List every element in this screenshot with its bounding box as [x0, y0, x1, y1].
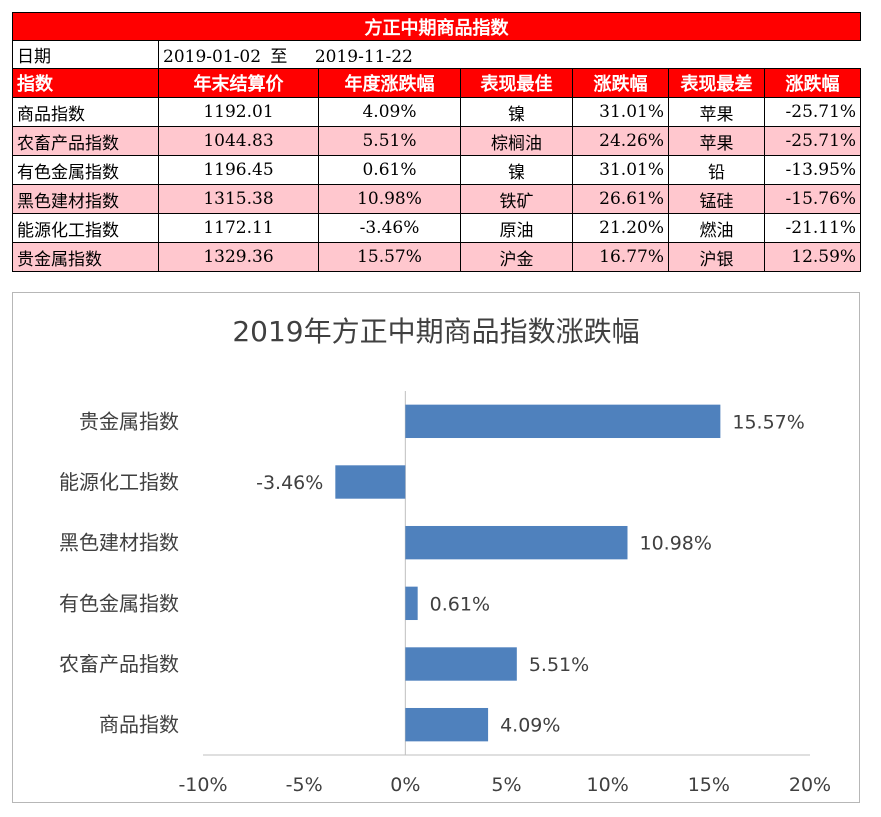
- cell-index-name: 农畜产品指数: [12, 126, 159, 156]
- cell-settle-price: 1044.83: [158, 126, 319, 156]
- table-row: 贵金属指数 1329.36 15.57% 沪金 16.77% 沪银 12.59%: [12, 242, 862, 272]
- cell-annual-change: -3.46%: [318, 213, 461, 243]
- cell-index-name: 商品指数: [12, 97, 159, 127]
- cell-worst-change: 12.59%: [763, 242, 862, 272]
- table-row: 商品指数 1192.01 4.09% 镍 31.01% 苹果 -25.71%: [12, 97, 862, 127]
- category-label: 能源化工指数: [59, 470, 179, 494]
- table-row: 黑色建材指数 1315.38 10.98% 铁矿 26.61% 锰硅 -15.7…: [12, 184, 862, 214]
- category-label: 农畜产品指数: [59, 652, 179, 676]
- cell-settle-price: 1315.38: [158, 184, 319, 214]
- cell-settle-price: 1192.01: [158, 97, 319, 127]
- cell-index-name: 能源化工指数: [12, 213, 159, 243]
- table-row: 能源化工指数 1172.11 -3.46% 原油 21.20% 燃油 -21.1…: [12, 213, 862, 243]
- date-range: 2019-01-02 至 2019-11-22: [158, 40, 861, 69]
- cell-worst: 苹果: [668, 126, 765, 156]
- x-tick-label: 0%: [390, 774, 420, 796]
- cell-index-name: 黑色建材指数: [12, 184, 159, 214]
- data-label: -3.46%: [256, 472, 323, 494]
- category-label: 贵金属指数: [79, 409, 179, 433]
- cell-worst-change: -25.71%: [763, 126, 862, 156]
- header-best-change: 涨跌幅: [572, 68, 669, 98]
- cell-best-change: 31.01%: [572, 97, 669, 127]
- bar: [405, 647, 517, 681]
- cell-best: 镍: [460, 155, 573, 185]
- table-row: 有色金属指数 1196.45 0.61% 镍 31.01% 铅 -13.95%: [12, 155, 862, 185]
- cell-best-change: 24.26%: [572, 126, 669, 156]
- cell-worst-change: -25.71%: [763, 97, 862, 127]
- cell-annual-change: 10.98%: [318, 184, 461, 214]
- cell-worst-change: -21.11%: [763, 213, 862, 243]
- data-label: 10.98%: [639, 533, 711, 555]
- cell-settle-price: 1172.11: [158, 213, 319, 243]
- table-row: 农畜产品指数 1044.83 5.51% 棕榈油 24.26% 苹果 -25.7…: [12, 126, 862, 156]
- bar: [335, 465, 406, 499]
- header-worst: 表现最差: [668, 68, 765, 98]
- cell-best: 原油: [460, 213, 573, 243]
- x-tick-label: -5%: [286, 774, 323, 796]
- date-label: 日期: [12, 40, 159, 69]
- date-to: 2019-11-22: [314, 47, 413, 67]
- cell-best: 棕榈油: [460, 126, 573, 156]
- cell-worst: 沪银: [668, 242, 765, 272]
- cell-worst-change: -13.95%: [763, 155, 862, 185]
- header-settle-price: 年末结算价: [158, 68, 319, 98]
- cell-index-name: 贵金属指数: [12, 242, 159, 272]
- cell-best: 铁矿: [460, 184, 573, 214]
- header-index: 指数: [12, 68, 159, 98]
- table-title: 方正中期商品指数: [11, 12, 862, 41]
- cell-settle-price: 1329.36: [158, 242, 319, 272]
- bar: [405, 404, 721, 439]
- cell-worst: 燃油: [668, 213, 765, 243]
- cell-worst: 锰硅: [668, 184, 765, 214]
- bar-chart: 2019年方正中期商品指数涨跌幅 -10% -5% 0% 5% 10% 15% 20% 贵金属…: [59, 315, 831, 796]
- cell-worst-change: -15.76%: [763, 184, 862, 214]
- header-annual-change: 年度涨跌幅: [318, 68, 461, 98]
- cell-annual-change: 15.57%: [318, 242, 461, 272]
- bar: [405, 586, 418, 621]
- date-separator: 至: [270, 47, 288, 67]
- cell-best-change: 21.20%: [572, 213, 669, 243]
- cell-annual-change: 4.09%: [318, 97, 461, 127]
- category-label: 有色金属指数: [59, 591, 179, 615]
- bar: [405, 707, 489, 742]
- x-tick-label: 15%: [688, 774, 730, 796]
- cell-annual-change: 0.61%: [318, 155, 461, 185]
- data-label: 5.51%: [529, 654, 589, 676]
- bars-layer: -10% -5% 0% 5% 10% 15% 20% 贵金属指数 15.57% 能源化工指数 -3.…: [59, 391, 831, 796]
- cell-annual-change: 5.51%: [318, 126, 461, 156]
- cell-index-name: 有色金属指数: [12, 155, 159, 185]
- cell-best-change: 31.01%: [572, 155, 669, 185]
- date-from: 2019-01-02: [163, 47, 262, 67]
- cell-settle-price: 1196.45: [158, 155, 319, 185]
- x-tick-label: 10%: [587, 774, 629, 796]
- data-label: 0.61%: [430, 593, 490, 615]
- cell-best-change: 16.77%: [572, 242, 669, 272]
- bar: [405, 525, 628, 560]
- data-label: 15.57%: [732, 411, 804, 433]
- x-tick-label: 5%: [491, 774, 521, 796]
- cell-best: 镍: [460, 97, 573, 127]
- x-tick-label: 20%: [789, 774, 831, 796]
- index-table: 方正中期商品指数 日期 2019-01-02 至 2019-11-22 指数 年…: [11, 12, 862, 272]
- chart-panel: 2019年方正中期商品指数涨跌幅 -10% -5% 0% 5% 10% 15% 20% 贵金属…: [12, 292, 860, 803]
- chart-title: 2019年方正中期商品指数涨跌幅: [232, 315, 639, 348]
- cell-best: 沪金: [460, 242, 573, 272]
- category-label: 黑色建材指数: [59, 531, 179, 555]
- header-best: 表现最佳: [460, 68, 573, 98]
- category-label: 商品指数: [99, 713, 179, 737]
- data-label: 4.09%: [500, 715, 560, 737]
- cell-worst: 铅: [668, 155, 765, 185]
- header-worst-change: 涨跌幅: [763, 68, 862, 98]
- cell-worst: 苹果: [668, 97, 765, 127]
- cell-best-change: 26.61%: [572, 184, 669, 214]
- x-tick-label: -10%: [178, 774, 227, 796]
